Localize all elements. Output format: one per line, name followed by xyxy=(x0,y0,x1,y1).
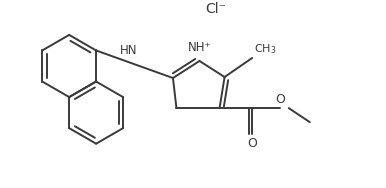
Text: O: O xyxy=(275,93,284,106)
Text: O: O xyxy=(247,137,257,150)
Text: CH$_3$: CH$_3$ xyxy=(254,42,277,56)
Text: NH⁺: NH⁺ xyxy=(188,41,211,54)
Text: Cl⁻: Cl⁻ xyxy=(205,2,226,16)
Text: HN: HN xyxy=(119,44,137,57)
